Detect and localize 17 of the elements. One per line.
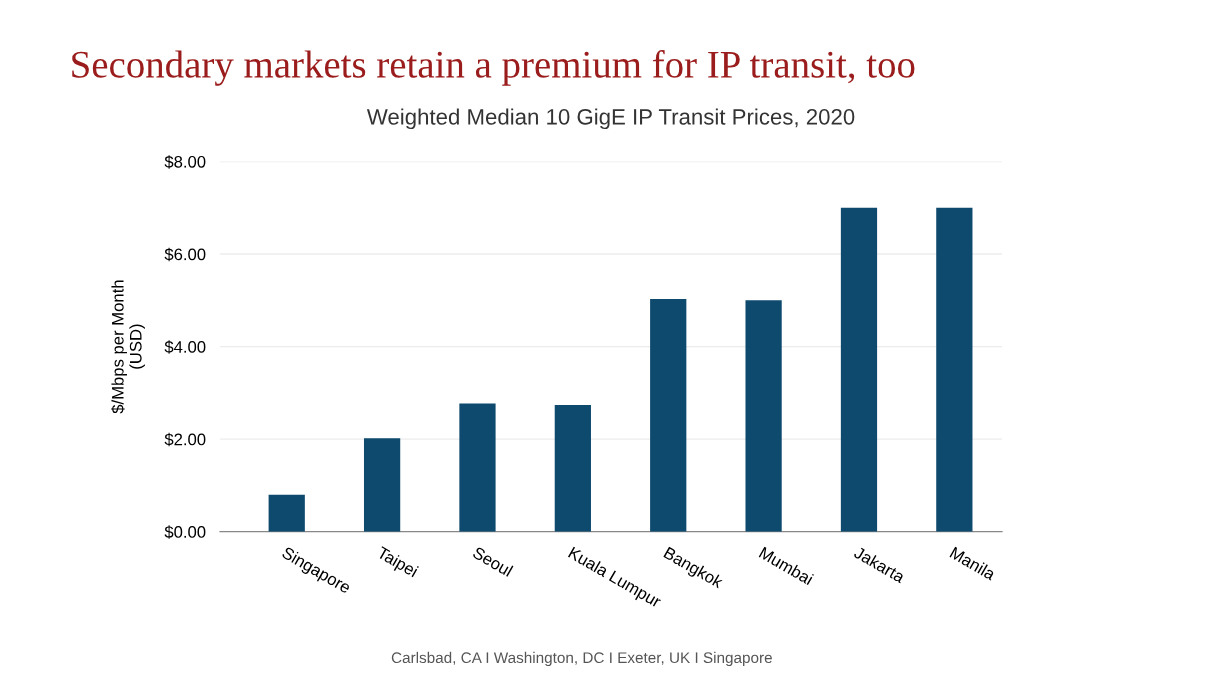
bar [363,438,401,532]
bar [268,494,305,532]
y-tick-label: $6.00 [164,247,206,262]
bar [650,298,687,532]
y-tick-label: $4.00 [164,340,206,354]
y-axis-title: $/Mbps per Month (USD) [111,280,145,414]
bar [554,404,591,532]
chart-title: Secondary markets retain a premium for IP transit, too [72,50,915,86]
bar [936,207,973,532]
y-tick-label: $2.00 [164,432,206,447]
chart-subtitle: Weighted Median 10 GigE IP Transit Prices, 2020 [366,108,855,130]
y-tick-label: $0.00 [164,525,206,539]
bar [840,207,878,532]
bar [745,300,782,532]
bar [459,403,496,532]
y-tick-label: $8.00 [164,155,206,169]
text: Carlsbad, CA I Washington, DC I Exeter, UK I Singapore [391,651,772,667]
